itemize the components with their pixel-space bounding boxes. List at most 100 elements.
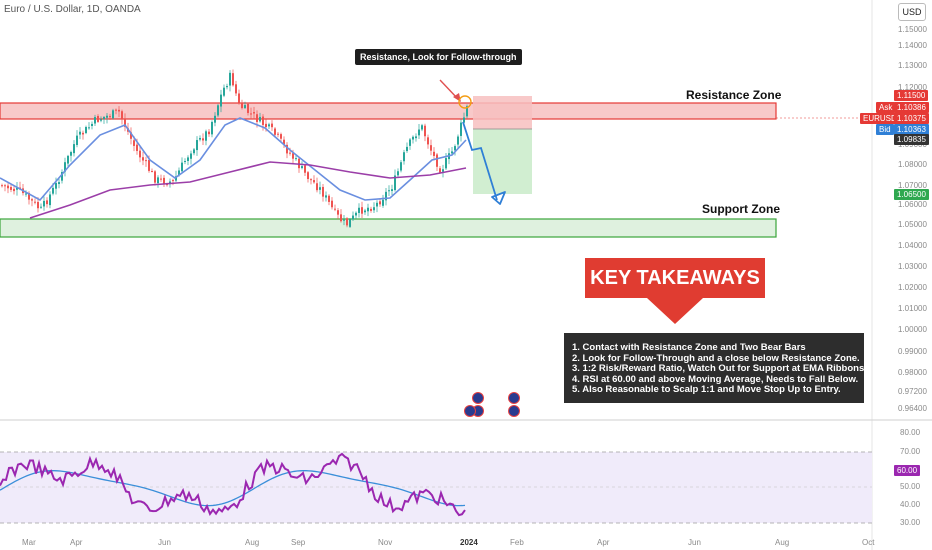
- candle-body: [406, 146, 408, 152]
- candle-body: [460, 122, 462, 136]
- candle-body: [367, 207, 369, 212]
- take-profit-box: [473, 129, 532, 194]
- event-flag-eu-icon[interactable]: [508, 392, 520, 404]
- candle-body: [361, 207, 363, 214]
- price-axis-tick: 1.15000: [898, 25, 927, 34]
- currency-button[interactable]: USD: [898, 3, 926, 21]
- ema-fast-line: [0, 117, 467, 202]
- rsi-axis-tick: 70.00: [900, 447, 921, 456]
- time-axis-tick: Mar: [22, 538, 36, 547]
- candle-body: [418, 129, 420, 136]
- candle-body: [88, 127, 90, 129]
- target-price-tag: 1.06500: [894, 189, 929, 200]
- candle-body: [145, 160, 147, 162]
- candle-body: [391, 189, 393, 192]
- price-axis-tick: 1.03000: [898, 262, 927, 271]
- candle-body: [373, 207, 375, 211]
- candle-body: [424, 125, 426, 137]
- takeaway-item: 1. Contact with Resistance Zone and Two …: [572, 342, 806, 353]
- price-axis-tick: 0.96400: [898, 404, 927, 413]
- candle-body: [430, 145, 432, 151]
- candle-body: [82, 132, 84, 135]
- candle-body: [136, 144, 138, 151]
- candle-body: [439, 168, 441, 173]
- candle-body: [1, 185, 3, 187]
- price-axis-tick: 1.13000: [898, 61, 927, 70]
- candle-body: [31, 199, 33, 201]
- time-axis-tick: Apr: [70, 538, 83, 547]
- resistance-price-tag: 1.11500: [894, 90, 929, 101]
- candle-body: [103, 117, 105, 120]
- takeaways-list: 1. Contact with Resistance Zone and Two …: [564, 333, 867, 403]
- time-axis-tick: Feb: [510, 538, 524, 547]
- candle-body: [235, 84, 237, 94]
- event-flag-us-icon[interactable]: [508, 405, 520, 417]
- candle-body: [55, 182, 57, 189]
- candle-body: [322, 186, 324, 197]
- candle-body: [217, 105, 219, 116]
- candle-body: [421, 125, 423, 130]
- time-axis-tick: Aug: [775, 538, 790, 547]
- candle-body: [58, 182, 60, 185]
- candle-body: [211, 121, 213, 135]
- candle-body: [13, 188, 15, 192]
- event-flag-eu-icon[interactable]: [472, 392, 484, 404]
- candle-body: [97, 115, 99, 122]
- time-axis-tick: Oct: [862, 538, 875, 547]
- candle-body: [337, 210, 339, 215]
- candle-body: [334, 208, 336, 210]
- bid-label: Bid: [876, 124, 894, 135]
- takeaway-item: 3. 1:2 Risk/Reward Ratio, Watch Out for …: [572, 363, 867, 375]
- candle-body: [436, 154, 438, 167]
- candle-body: [241, 103, 243, 109]
- candle-body: [304, 165, 306, 173]
- candle-body: [283, 139, 285, 145]
- candle-body: [466, 106, 468, 117]
- candle-body: [415, 136, 417, 139]
- candle-body: [43, 200, 45, 207]
- candle-body: [292, 153, 294, 159]
- candle-body: [148, 159, 150, 171]
- candle-body: [73, 144, 75, 154]
- price-axis-tick: 1.14000: [898, 41, 927, 50]
- candle-body: [355, 212, 357, 216]
- stop-loss-box: [473, 96, 532, 129]
- resistance-zone: [0, 102, 777, 120]
- candle-body: [187, 157, 189, 161]
- candle-body: [223, 87, 225, 96]
- projection-arrow: [462, 121, 498, 201]
- candle-body: [247, 103, 249, 113]
- event-flag-us-icon[interactable]: [464, 405, 476, 417]
- candle-body: [388, 190, 390, 192]
- candle-body: [385, 191, 387, 201]
- candle-body: [46, 200, 48, 205]
- candle-body: [7, 185, 9, 189]
- candle-body: [202, 138, 204, 141]
- candle-body: [139, 150, 141, 158]
- candle-body: [10, 186, 12, 190]
- candle-body: [331, 200, 333, 208]
- time-axis-tick: Jun: [158, 538, 171, 547]
- candle-body: [463, 117, 465, 123]
- candle-body: [265, 123, 267, 128]
- candle-body: [226, 85, 228, 88]
- candle-body: [205, 131, 207, 141]
- rsi-axis-tick: 50.00: [900, 482, 921, 491]
- price-axis-tick: 0.98000: [898, 368, 927, 377]
- candle-body: [343, 219, 345, 221]
- candle-body: [451, 151, 453, 154]
- candle-body: [130, 132, 132, 139]
- candle-body: [196, 140, 198, 151]
- candle-body: [40, 206, 42, 208]
- key-takeaways-title: KEY TAKEAWAYS: [585, 258, 765, 298]
- candle-body: [370, 208, 372, 211]
- candle-body: [427, 137, 429, 145]
- candle-body: [70, 152, 72, 156]
- candle-body: [214, 115, 216, 123]
- candle-body: [190, 153, 192, 159]
- candle-body: [19, 187, 21, 189]
- candle-body: [112, 110, 114, 119]
- candle-body: [49, 194, 51, 206]
- candle-body: [316, 183, 318, 191]
